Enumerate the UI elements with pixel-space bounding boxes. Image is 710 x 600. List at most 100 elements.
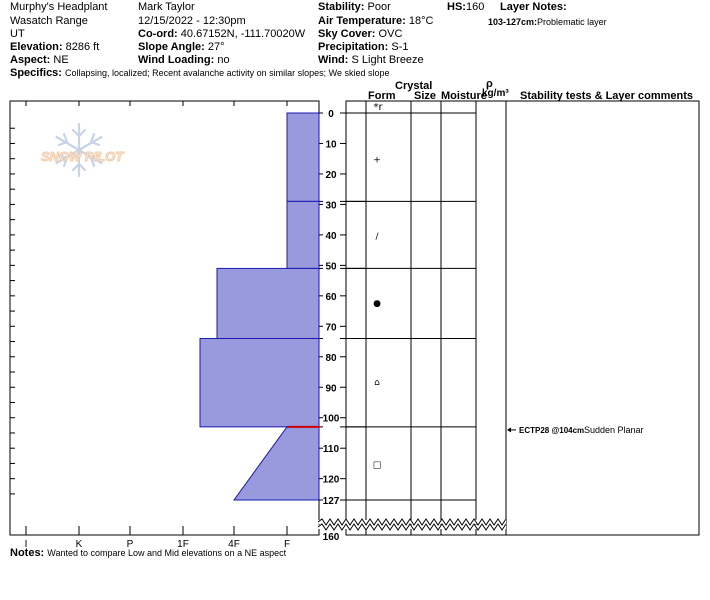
hardness-label: I <box>25 539 28 550</box>
layer-bar <box>286 200 320 269</box>
layer-note-depth: 103-127cm: <box>488 17 538 27</box>
layer-bar <box>199 337 320 428</box>
break-zigzag <box>317 518 507 526</box>
logo-text: SNOW PILOT <box>41 149 124 164</box>
wind-loading-label: Wind Loading: <box>138 54 215 66</box>
notes-label: Notes: <box>10 547 45 559</box>
crystal-header: Crystal <box>395 80 433 92</box>
snowflake-icon <box>55 122 103 178</box>
depth-label: 90 <box>325 383 337 394</box>
mountain-range: Wasatch Range <box>10 15 88 27</box>
hardness-label: F <box>284 539 290 550</box>
coord-label: Co-ord: <box>138 28 178 40</box>
datetime: 12/15/2022 - 12:30pm <box>138 15 246 27</box>
moisture-header: Moisture <box>441 90 487 102</box>
density-header: kg/m³ <box>482 88 509 99</box>
observer: Mark Taylor <box>138 1 195 13</box>
test-label: ECTP28 @104cm <box>519 426 584 435</box>
hardness-layers <box>199 112 320 501</box>
specifics-value: Collapsing, localized; Recent avalanche … <box>65 68 390 78</box>
wind-loading-row: Wind Loading: no <box>138 54 230 66</box>
table-grid <box>319 101 507 535</box>
grain-form-symbol: ⌂ <box>374 378 380 388</box>
slope-row: Slope Angle: 27° <box>138 41 225 53</box>
description-table-frame <box>345 100 700 536</box>
notes-value: Wanted to compare Low and Mid elevations… <box>47 548 287 558</box>
grain-form-symbol: □ <box>373 460 382 470</box>
sky-row: Sky Cover: OVC <box>318 28 402 40</box>
grain-forms: *r + / ● ⌂ □ <box>373 102 384 470</box>
wind-label: Wind: <box>318 54 349 66</box>
layer-bar <box>233 426 320 501</box>
hs-row: HS:160 <box>447 1 484 13</box>
test-comment: Sudden Planar <box>584 425 644 435</box>
notes-row: Notes: Wanted to compare Low and Mid ele… <box>10 547 286 559</box>
depth-label: 30 <box>325 200 337 211</box>
depth-label: 127 <box>323 496 340 507</box>
stability-value: Poor <box>367 1 391 13</box>
air-temp-row: Air Temperature: 18°C <box>318 15 433 27</box>
comments-header: Stability tests & Layer comments <box>520 90 694 102</box>
form-header: Form <box>368 90 396 102</box>
layer-notes-label: Layer Notes: <box>500 1 567 13</box>
layer-bar <box>216 267 320 339</box>
hs-value: 160 <box>465 1 485 13</box>
grain-form-symbol: / <box>375 232 379 242</box>
precip-value: S-1 <box>391 41 409 53</box>
layer-bar <box>286 112 320 202</box>
size-header: Size <box>414 90 437 102</box>
aspect-label: Aspect: <box>10 54 51 66</box>
slope-value: 27° <box>207 41 225 53</box>
hs-label: HS: <box>447 1 466 13</box>
precip-label: Precipitation: <box>318 41 389 53</box>
state: UT <box>10 28 25 40</box>
sky-label: Sky Cover: <box>318 28 376 40</box>
grain-form-symbol: + <box>373 156 381 166</box>
aspect-row: Aspect: NE <box>10 54 69 66</box>
hardness-label: K <box>76 539 83 550</box>
depth-label: 110 <box>323 444 340 455</box>
stability-label: Stability: <box>318 1 365 13</box>
depth-label: 10 <box>325 139 337 150</box>
depth-label: 100 <box>323 414 340 425</box>
coord-value: 40.67152N, -111.70020W <box>180 28 306 40</box>
stability-tests: ECTP28 @104cm Sudden Planar <box>507 425 644 435</box>
sky-value: OVC <box>378 28 403 40</box>
elevation-value: 8286 ft <box>65 41 100 53</box>
depth-axis: 0 10 20 30 40 50 60 70 80 90 100 110 120 127 160 <box>319 109 346 543</box>
depth-label: 40 <box>325 231 337 242</box>
axis-break <box>317 518 507 531</box>
depth-label: 60 <box>325 292 337 303</box>
specifics-row: Specifics: Collapsing, localized; Recent… <box>10 67 390 79</box>
wind-loading-value: no <box>217 54 230 66</box>
grain-form-symbol: ● <box>373 299 381 309</box>
stability-row: Stability: Poor <box>318 1 391 13</box>
location-name: Murphy's Headplant <box>10 1 108 13</box>
air-temp-value: 18°C <box>408 15 434 27</box>
depth-label: 120 <box>323 475 340 486</box>
rho-header: ρ <box>486 78 493 90</box>
wind-row: Wind: S Light Breeze <box>318 54 424 66</box>
break-zigzag <box>317 523 507 531</box>
specifics-label: Specifics: <box>10 67 62 79</box>
hardness-label: 4F <box>228 539 240 550</box>
wind-value: S Light Breeze <box>351 54 424 66</box>
depth-label: 0 <box>328 109 334 120</box>
depth-label: 70 <box>325 322 337 333</box>
depth-label: 50 <box>325 261 337 272</box>
layer-note-text: Problematic layer <box>537 17 607 27</box>
depth-bottom-label: 160 <box>323 532 340 543</box>
elevation-label: Elevation: <box>10 41 63 53</box>
air-temp-label: Air Temperature: <box>318 15 406 27</box>
hardness-label: P <box>127 539 134 550</box>
hardness-label: 1F <box>177 539 189 550</box>
precip-row: Precipitation: S-1 <box>318 41 408 53</box>
aspect-value: NE <box>53 54 69 66</box>
coord-row: Co-ord: 40.67152N, -111.70020W <box>138 28 305 40</box>
layer-note: 103-127cm:Problematic layer <box>488 16 607 28</box>
surface-form-symbol: *r <box>373 102 383 113</box>
hardness-axis: I K P 1F 4F F <box>10 101 290 550</box>
slope-label: Slope Angle: <box>138 41 205 53</box>
elevation-row: Elevation: 8286 ft <box>10 41 99 53</box>
